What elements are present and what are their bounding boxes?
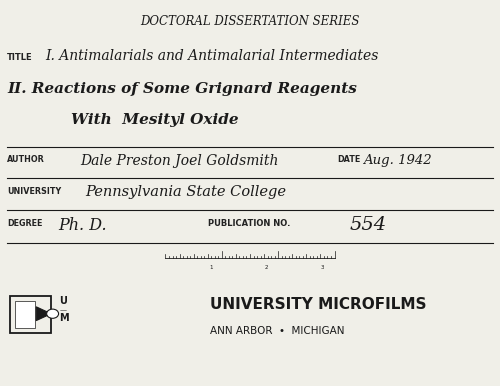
Text: DATE: DATE xyxy=(337,156,360,164)
Text: II. Reactions of Some Grignard Reagents: II. Reactions of Some Grignard Reagents xyxy=(8,82,357,96)
Text: —: — xyxy=(60,308,66,314)
FancyBboxPatch shape xyxy=(15,301,34,328)
Text: UNIVERSITY: UNIVERSITY xyxy=(8,187,62,196)
Text: DEGREE: DEGREE xyxy=(8,219,42,228)
Text: AUTHOR: AUTHOR xyxy=(8,156,45,164)
Text: Aug. 1942: Aug. 1942 xyxy=(364,154,432,166)
Text: UNIVERSITY MICROFILMS: UNIVERSITY MICROFILMS xyxy=(210,296,426,312)
Text: Ph. D.: Ph. D. xyxy=(58,217,107,234)
Text: ANN ARBOR  •  MICHIGAN: ANN ARBOR • MICHIGAN xyxy=(210,326,344,336)
Text: Pennsylvania State College: Pennsylvania State College xyxy=(85,185,286,199)
Text: PUBLICATION NO.: PUBLICATION NO. xyxy=(208,219,290,228)
Circle shape xyxy=(46,309,58,318)
Text: I. Antimalarials and Antimalarial Intermediates: I. Antimalarials and Antimalarial Interm… xyxy=(45,49,378,63)
Text: 1: 1 xyxy=(210,265,213,270)
Text: 2: 2 xyxy=(265,265,268,270)
Text: With  Mesityl Oxide: With Mesityl Oxide xyxy=(71,113,238,127)
FancyBboxPatch shape xyxy=(10,296,50,333)
Text: U: U xyxy=(60,296,68,306)
Text: 554: 554 xyxy=(350,216,387,234)
Text: Dale Preston Joel Goldsmith: Dale Preston Joel Goldsmith xyxy=(80,154,278,168)
Text: TITLE: TITLE xyxy=(8,53,33,62)
Polygon shape xyxy=(36,307,51,321)
Text: DOCTORAL DISSERTATION SERIES: DOCTORAL DISSERTATION SERIES xyxy=(140,15,360,28)
Text: 3: 3 xyxy=(321,265,324,270)
Text: M: M xyxy=(60,313,69,323)
